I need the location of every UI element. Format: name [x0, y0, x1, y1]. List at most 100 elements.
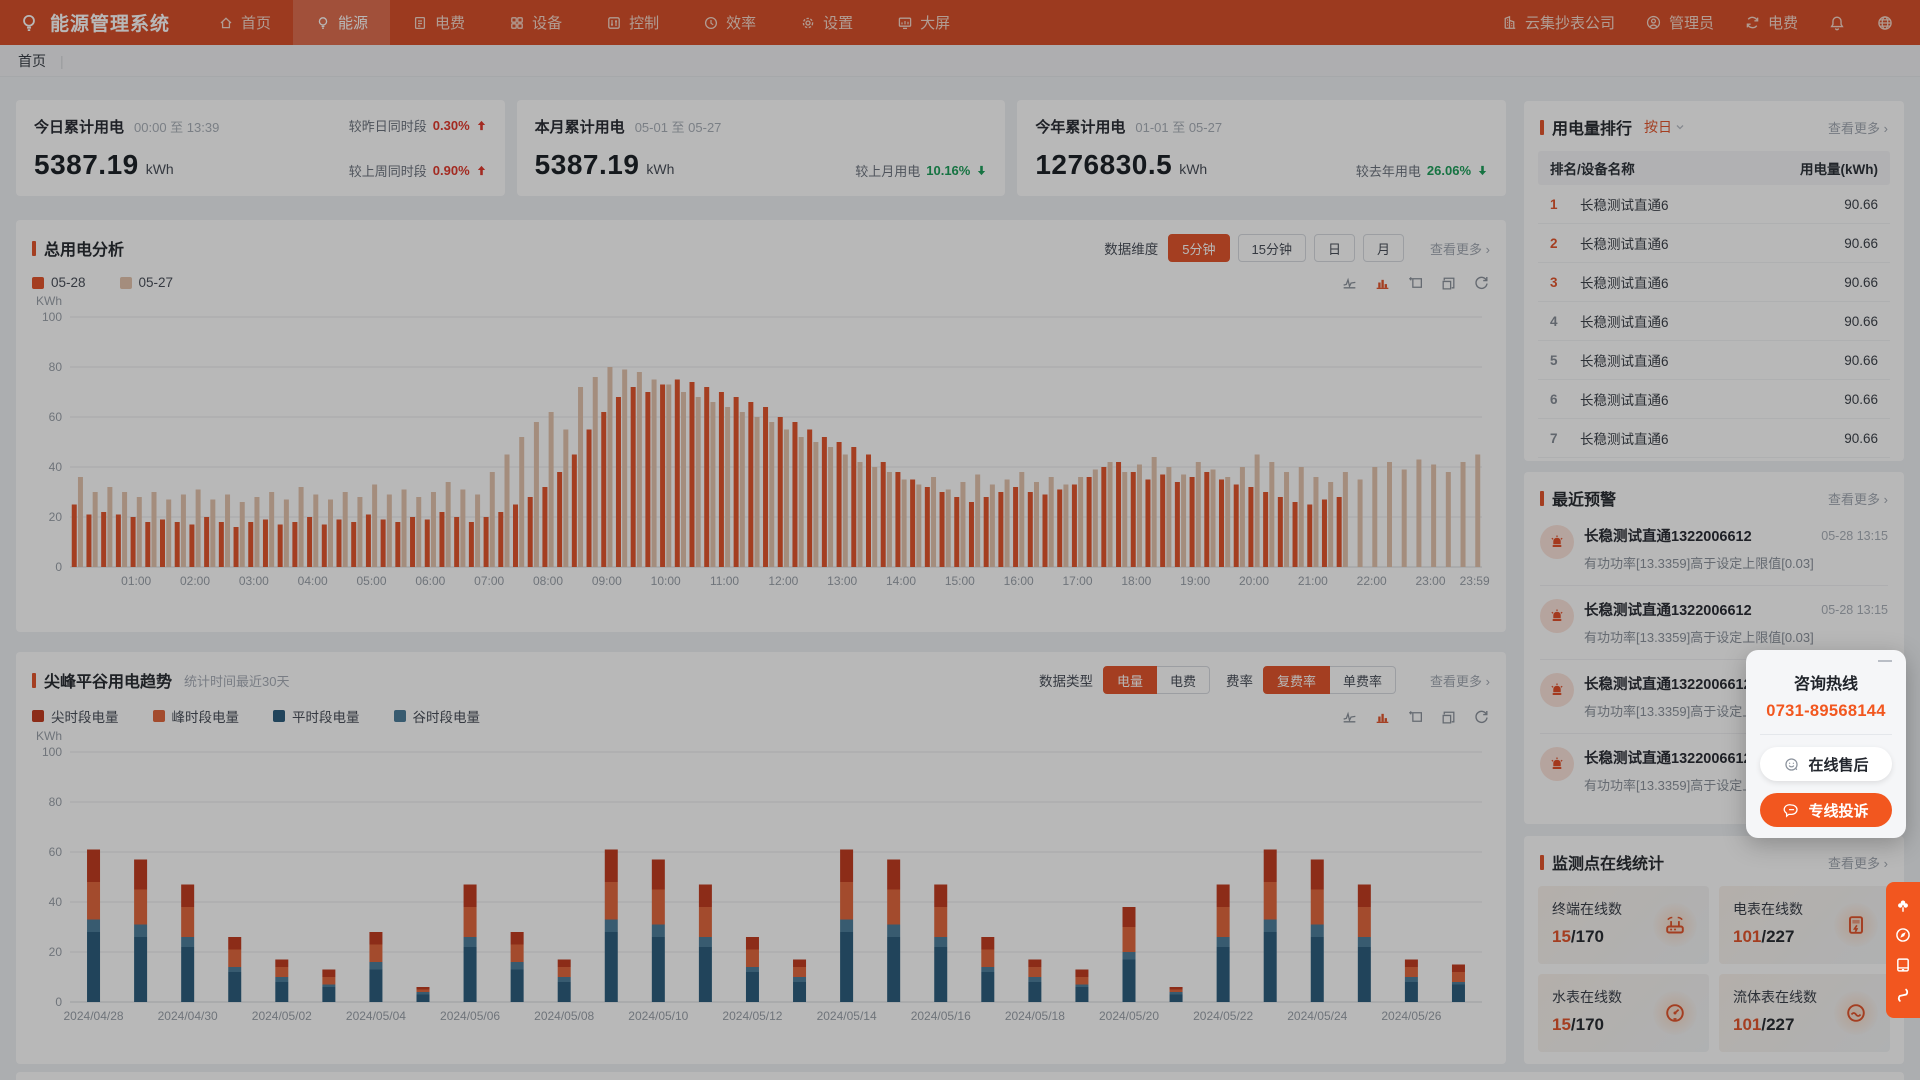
line-chart-icon[interactable]: [1341, 708, 1358, 725]
nav-item-screen[interactable]: 大屏: [875, 0, 972, 45]
dim-button-1[interactable]: 15分钟: [1237, 234, 1306, 262]
usage-value: 90.66: [1844, 313, 1878, 329]
down-arrow-icon: [978, 165, 986, 176]
bar-chart-icon[interactable]: [1374, 274, 1391, 291]
alert-item[interactable]: 长稳测试直通1322006612 05-28 13:15 有功功率[13.3359]…: [1540, 586, 1888, 660]
view-more-link[interactable]: 查看更多 ›: [1828, 120, 1888, 136]
view-more-link[interactable]: 查看更多 ›: [1430, 241, 1490, 257]
view-more-link[interactable]: 查看更多 ›: [1828, 491, 1888, 507]
globe-icon[interactable]: [1876, 14, 1894, 32]
app-logo: 能源管理系统: [0, 9, 196, 36]
svg-text:2024/05/02: 2024/05/02: [252, 1009, 312, 1023]
nav-item-clock[interactable]: 效率: [681, 0, 778, 45]
bell-icon[interactable]: [1828, 14, 1846, 32]
table-row[interactable]: 1 长稳测试直通6 90.66: [1538, 185, 1890, 224]
alert-item[interactable]: 长稳测试直通1322006612 05-28 13:15 有功功率[13.3359]…: [1540, 512, 1888, 586]
control-icon: [608, 16, 620, 29]
dim-button-2[interactable]: 日: [1314, 234, 1356, 262]
table-row[interactable]: 5 长稳测试直通6 90.66: [1538, 341, 1890, 380]
table-row[interactable]: 3 长稳测试直通6 90.66: [1538, 263, 1890, 302]
manual-button[interactable]: [1894, 956, 1912, 974]
dim-button-0[interactable]: 5分钟: [1168, 234, 1230, 262]
table-row[interactable]: 4 长稳测试直通6 90.66: [1538, 302, 1890, 341]
nav-item-gear[interactable]: 设置: [778, 0, 875, 45]
alert-header: 长稳测试直通1322006612 05-28 13:15: [1584, 525, 1888, 546]
peak-valley-chart[interactable]: 0 20 40 60 80 100 KWh 2024/04/28 2024/04/30 2024/…: [32, 728, 1490, 1028]
reload-icon[interactable]: [1473, 274, 1490, 291]
reload-icon[interactable]: [1473, 708, 1490, 725]
view-more-link[interactable]: 查看更多 ›: [1430, 673, 1490, 689]
minimize-widget-button[interactable]: [1878, 660, 1892, 662]
monitor-tile-router[interactable]: 终端在线数 15/170: [1538, 886, 1709, 964]
legend-item-05-27[interactable]: 05-27: [119, 275, 173, 290]
legend-item-05-28[interactable]: 05-28: [32, 275, 86, 290]
svg-text:40: 40: [49, 460, 63, 474]
main-menu: 首页 能源 电费 设备 控制 效率 设置 大屏: [196, 0, 972, 45]
title-bar: [1540, 490, 1544, 506]
alert-device-name: 长稳测试直通1322006612: [1584, 603, 1752, 619]
data-zoom-icon[interactable]: [1407, 708, 1424, 725]
mode-switcher[interactable]: 电费: [1744, 12, 1798, 33]
type-button-1[interactable]: 电费: [1156, 666, 1210, 694]
table-row[interactable]: 6 长稳测试直通6 90.66: [1538, 380, 1890, 419]
panel-title: 尖峰平谷用电趋势 统计时间最近30天: [32, 668, 289, 692]
svg-text:12:00: 12:00: [768, 574, 798, 588]
side-quick-toolbar: [1886, 882, 1920, 1018]
user-menu[interactable]: 管理员: [1645, 12, 1714, 33]
rate-button-1[interactable]: 单费率: [1330, 666, 1397, 694]
legend-item-尖时段电量[interactable]: 尖时段电量: [32, 706, 119, 726]
nav-item-bill[interactable]: 电费: [390, 0, 487, 45]
bar-chart-icon[interactable]: [1374, 708, 1391, 725]
nav-item-control[interactable]: 控制: [584, 0, 681, 45]
legend-label: 谷时段电量: [412, 710, 481, 725]
card-compares: 较昨日同时段 0.30% 较上周同时段 0.90%: [349, 116, 487, 180]
monitor-tile-wmeter[interactable]: 水表在线数 15/170: [1538, 974, 1709, 1052]
legend-item-峰时段电量[interactable]: 峰时段电量: [152, 706, 239, 726]
ranking-filter-dropdown[interactable]: 按日: [1644, 117, 1685, 137]
nav-item-home[interactable]: 首页: [196, 0, 293, 45]
nav-item-devices[interactable]: 设备: [487, 0, 584, 45]
complaint-hotline-button[interactable]: 专线投诉: [1760, 793, 1892, 827]
usage-value: 90.66: [1844, 391, 1878, 407]
table-row[interactable]: 7 长稳测试直通6 90.66: [1538, 419, 1890, 458]
company-switcher[interactable]: 云集抄表公司: [1501, 12, 1615, 33]
hotline-button[interactable]: [1894, 986, 1912, 1004]
data-zoom-icon[interactable]: [1407, 274, 1424, 291]
navbar-right: 云集抄表公司 管理员 电费: [1501, 12, 1920, 33]
legend-item-平时段电量[interactable]: 平时段电量: [273, 706, 360, 726]
hotline-number[interactable]: 0731-89568144: [1766, 702, 1886, 720]
card-value: 5387.19: [34, 149, 139, 180]
line-chart-icon[interactable]: [1341, 274, 1358, 291]
rank-number: 4: [1550, 313, 1558, 329]
total-usage-chart[interactable]: 0 20 40 60 80 100 KWh 01:00 02:00 03:00 04:00 05:00…: [32, 293, 1490, 593]
restore-icon[interactable]: [1440, 274, 1457, 291]
svg-text:100: 100: [42, 310, 62, 324]
dim-button-3[interactable]: 月: [1363, 234, 1405, 262]
alarm-glyph: [1551, 756, 1563, 770]
type-button-0[interactable]: 电量: [1102, 666, 1157, 694]
nav-item-bulb[interactable]: 能源: [293, 0, 391, 45]
online-aftersale-button[interactable]: 在线售后: [1760, 747, 1892, 781]
svg-text:2024/05/26: 2024/05/26: [1381, 1009, 1441, 1023]
monitor-tile-emeter[interactable]: 电表在线数 101/227: [1719, 886, 1890, 964]
nav-item-label: 控制: [629, 15, 660, 32]
svg-text:80: 80: [49, 360, 63, 374]
type-label: 数据类型: [1038, 674, 1093, 689]
table-row[interactable]: 2 长稳测试直通6 90.66: [1538, 224, 1890, 263]
rate-button-0[interactable]: 复费率: [1263, 666, 1331, 694]
compass-button[interactable]: [1894, 926, 1912, 944]
hotline-icon: [1897, 988, 1909, 1002]
chart2-toolbox: [1341, 708, 1490, 725]
fmeter-icon: [1834, 991, 1878, 1035]
breadcrumb-home[interactable]: 首页: [18, 52, 46, 69]
service-flower-button[interactable]: [1894, 896, 1912, 914]
restore-icon[interactable]: [1440, 708, 1457, 725]
stat-cards-row: 今日累计用电 00:00 至 13:39 5387.19 kWh 较昨日同时段 0.3…: [16, 100, 1507, 196]
view-more-link[interactable]: 查看更多 ›: [1828, 855, 1888, 871]
svg-text:15:00: 15:00: [945, 574, 975, 588]
data-type-toggle: 电量 电费: [1102, 666, 1210, 694]
device-name: 长稳测试直通6: [1580, 315, 1669, 330]
monitor-tile-fmeter[interactable]: 流体表在线数 101/227: [1719, 974, 1890, 1052]
legend-swatch: [152, 710, 165, 722]
legend-item-谷时段电量[interactable]: 谷时段电量: [393, 706, 481, 726]
